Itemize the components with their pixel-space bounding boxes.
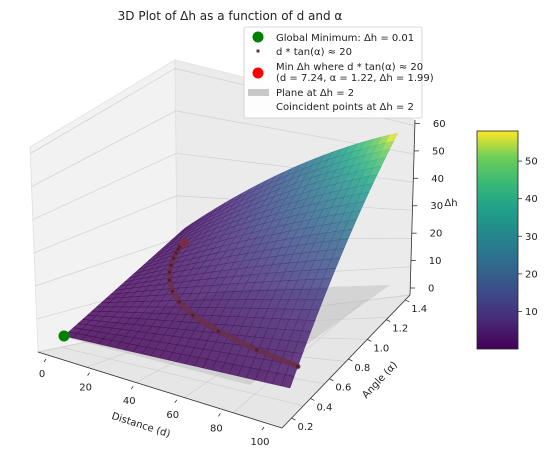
y-tick-label: 0.4 bbox=[316, 402, 332, 413]
colorbar-tick-label: 40 bbox=[525, 194, 538, 205]
y-ticks: 0.20.40.60.81.01.21.4 bbox=[291, 299, 427, 433]
x-tick-label: 20 bbox=[79, 383, 92, 394]
curve-point bbox=[168, 270, 172, 274]
legend-box bbox=[243, 26, 423, 119]
legend-marker-global-min bbox=[252, 31, 264, 43]
x-tick-label: 80 bbox=[210, 423, 223, 434]
y-tick-label: 1.4 bbox=[411, 304, 427, 315]
x-ticks: 0 20 40 60 80 100 bbox=[39, 358, 270, 448]
y-tick-label: 0.2 bbox=[297, 422, 313, 433]
colorbar-gradient bbox=[476, 130, 519, 350]
surface-patch bbox=[281, 374, 295, 389]
colorbar-tick-label: 30 bbox=[525, 232, 538, 243]
curve-point bbox=[174, 251, 178, 255]
y-tick-mark bbox=[310, 398, 315, 401]
legend-label-coincident: Coincident points at Δh = 2 bbox=[276, 102, 414, 113]
z-axis-line bbox=[409, 119, 416, 296]
x-tick-label: 60 bbox=[166, 410, 179, 421]
x-tick-mark bbox=[87, 372, 90, 376]
z-tick-label: 30 bbox=[430, 201, 443, 212]
y-tick-mark bbox=[386, 319, 391, 322]
legend: Global Minimum: Δh = 0.01 d * tan(α) ≈ 2… bbox=[243, 26, 434, 119]
x-axis-label: Distance (d) bbox=[110, 411, 172, 440]
global-min-marker bbox=[58, 330, 70, 342]
z-tick-label: 20 bbox=[430, 229, 443, 240]
x-tick-mark bbox=[261, 426, 265, 431]
x-axis-line bbox=[37, 351, 283, 429]
curve-point bbox=[216, 329, 220, 333]
legend-label-min-line2: (d = 7.24, α = 1.22, Δh = 1.99) bbox=[276, 73, 434, 84]
z-ticks: 0 10 20 30 40 50 60 bbox=[410, 119, 446, 295]
y-tick-label: 0.8 bbox=[354, 363, 370, 374]
z-tick-label: 60 bbox=[433, 119, 446, 130]
curve-series bbox=[166, 243, 301, 370]
y-axis-line bbox=[281, 294, 411, 429]
curve-point bbox=[170, 289, 174, 293]
legend-marker-min bbox=[252, 67, 264, 79]
legend-label-min-line1: Min Δh where d * tan(α) ≈ 20 bbox=[276, 62, 423, 73]
legend-label-plane: Plane at Δh = 2 bbox=[276, 88, 354, 99]
y-tick-mark bbox=[367, 338, 372, 342]
curve-point bbox=[296, 364, 300, 368]
curve-point bbox=[177, 300, 181, 304]
grid-line-y bbox=[61, 346, 304, 407]
y-tick-label: 1.2 bbox=[392, 324, 408, 335]
curve-point bbox=[178, 244, 182, 248]
colorbar-tick-label: 50 bbox=[525, 157, 538, 168]
x-tick-label: 100 bbox=[250, 437, 269, 448]
z-tick-label: 40 bbox=[431, 174, 444, 185]
curve-point bbox=[176, 247, 180, 251]
min-dh-marker bbox=[179, 238, 189, 248]
x-tick-label: 0 bbox=[39, 369, 45, 380]
x-tick-mark bbox=[130, 385, 134, 390]
y-tick-mark bbox=[291, 417, 296, 421]
z-tick-label: 50 bbox=[432, 146, 445, 157]
curve-point bbox=[191, 313, 195, 317]
colorbar-tick-label: 10 bbox=[525, 307, 538, 318]
colorbar: 10 20 30 40 50 bbox=[476, 130, 538, 350]
x-tick-mark bbox=[218, 413, 221, 417]
z-tick-label: 0 bbox=[428, 284, 434, 295]
colorbar-ticks: 10 20 30 40 50 bbox=[518, 157, 538, 318]
grid-line-z bbox=[31, 110, 415, 187]
y-tick-mark bbox=[405, 299, 410, 303]
curve-point bbox=[169, 263, 173, 267]
x-tick-mark bbox=[174, 399, 178, 404]
legend-label-global-min: Global Minimum: Δh = 0.01 bbox=[276, 33, 414, 44]
y-tick-mark bbox=[348, 358, 353, 362]
legend-marker-plane bbox=[248, 89, 269, 96]
y-tick-label: 1.0 bbox=[373, 343, 389, 354]
y-tick-label: 0.6 bbox=[335, 383, 351, 394]
curve-point bbox=[168, 278, 172, 282]
curve-point bbox=[255, 348, 259, 352]
x-tick-label: 40 bbox=[123, 396, 136, 407]
y-tick-mark bbox=[329, 378, 334, 382]
z-tick-label: 10 bbox=[429, 256, 442, 267]
curve-point bbox=[171, 256, 175, 260]
z-axis-label: Δh bbox=[444, 198, 457, 209]
chart-title: 3D Plot of Δh as a function of d and α bbox=[118, 9, 343, 23]
legend-marker-curve bbox=[256, 49, 260, 53]
legend-label-curve: d * tan(α) ≈ 20 bbox=[276, 47, 352, 58]
colorbar-tick-label: 20 bbox=[525, 269, 538, 280]
x-tick-mark bbox=[43, 358, 47, 363]
